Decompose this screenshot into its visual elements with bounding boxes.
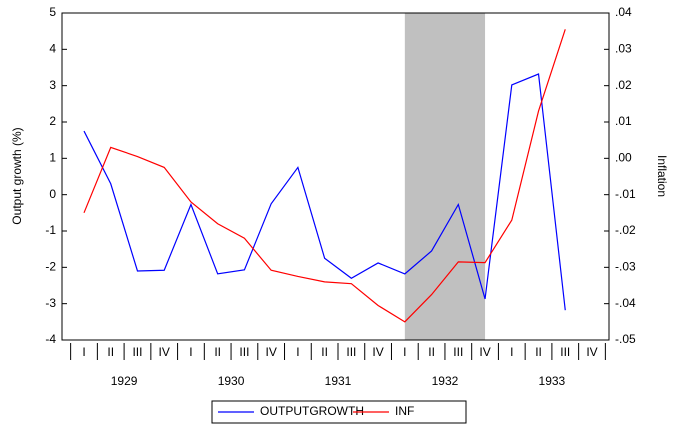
series-line bbox=[83, 29, 566, 323]
y2-tick-label: -.04 bbox=[615, 296, 636, 310]
y2-tick-label: .03 bbox=[615, 42, 632, 56]
x-tick-label: IV bbox=[586, 345, 597, 359]
legend-box bbox=[211, 400, 467, 424]
series-line bbox=[83, 73, 566, 311]
y2-tick-label: -.02 bbox=[615, 223, 636, 237]
y-axis-label: Output growth (%) bbox=[10, 127, 24, 224]
x-tick-label: IV bbox=[372, 345, 383, 359]
x-tick-label: I bbox=[403, 345, 406, 359]
y-tick-label: 5 bbox=[49, 5, 56, 19]
x-tick-label: II bbox=[107, 345, 114, 359]
y-tick-label: -3 bbox=[45, 296, 56, 310]
x-tick-label: III bbox=[453, 345, 463, 359]
y2-tick-label: -.01 bbox=[615, 187, 636, 201]
y-tick-label: 3 bbox=[49, 78, 56, 92]
x-tick-label: II bbox=[428, 345, 435, 359]
shaded-region bbox=[404, 13, 486, 340]
y2-tick-label: -.05 bbox=[615, 332, 636, 346]
y2-axis-label: Inflation bbox=[655, 155, 669, 197]
x-tick-label: III bbox=[560, 345, 570, 359]
year-label: 1931 bbox=[325, 374, 352, 388]
x-tick-label: II bbox=[321, 345, 328, 359]
x-tick-label: III bbox=[346, 345, 356, 359]
year-label: 1932 bbox=[432, 374, 459, 388]
x-tick-label: I bbox=[82, 345, 85, 359]
x-tick-label: IV bbox=[479, 345, 490, 359]
legend-label: INF bbox=[395, 404, 414, 418]
y-tick-label: 2 bbox=[49, 114, 56, 128]
x-tick-label: IV bbox=[159, 345, 170, 359]
y-tick-label: 0 bbox=[49, 187, 56, 201]
x-tick-label: IV bbox=[265, 345, 276, 359]
y-tick-label: -1 bbox=[45, 223, 56, 237]
y-tick-label: -2 bbox=[45, 260, 56, 274]
x-tick-label: III bbox=[132, 345, 142, 359]
x-tick-label: I bbox=[296, 345, 299, 359]
y-tick-label: 4 bbox=[49, 42, 56, 56]
y2-tick-label: .04 bbox=[615, 5, 632, 19]
y-tick-label: 1 bbox=[49, 151, 56, 165]
y2-tick-label: .01 bbox=[615, 114, 632, 128]
plot-frame bbox=[61, 12, 610, 341]
year-label: 1929 bbox=[111, 374, 138, 388]
legend-label: OUTPUTGROWTH bbox=[260, 404, 364, 418]
x-tick-label: I bbox=[510, 345, 513, 359]
year-label: 1933 bbox=[539, 374, 566, 388]
x-tick-label: II bbox=[214, 345, 221, 359]
y2-tick-label: -.03 bbox=[615, 260, 636, 274]
y2-tick-label: .00 bbox=[615, 151, 632, 165]
y-tick-label: -4 bbox=[45, 332, 56, 346]
x-tick-label: III bbox=[239, 345, 249, 359]
x-tick-label: II bbox=[535, 345, 542, 359]
y2-tick-label: .02 bbox=[615, 78, 632, 92]
year-label: 1930 bbox=[218, 374, 245, 388]
x-tick-label: I bbox=[189, 345, 192, 359]
